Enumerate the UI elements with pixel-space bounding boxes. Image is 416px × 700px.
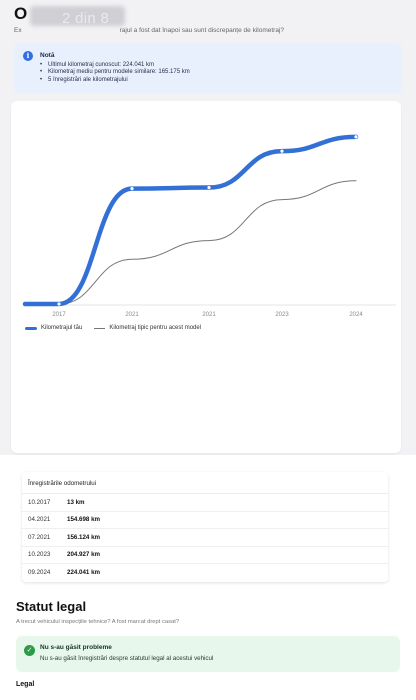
- table-row: 07.2021 156.124 km: [22, 529, 388, 547]
- series-line-typical-mileage: [24, 180, 357, 305]
- note-item: Kilometraj mediu pentru modele similare:…: [40, 69, 190, 76]
- legal-status-title: Nu s-au găsit probleme: [40, 644, 112, 651]
- mileage-chart-card: 2017 2021 2021 2023 2024 Kilometrajul tău Ki…: [11, 101, 401, 453]
- check-icon: ✓: [24, 645, 35, 656]
- x-tick-label: 2017: [52, 312, 66, 318]
- table-row: 04.2021 154.698 km: [22, 512, 388, 529]
- note-title: Notă: [40, 52, 55, 59]
- row-date: 10.2017: [28, 498, 51, 506]
- table-row: 10.2017 13 km: [22, 494, 388, 512]
- legal-status-subtitle: A trecut vehiculul inspecțiile tehnice? …: [16, 619, 180, 625]
- odometer-table-title: Înregistrările odometrului: [22, 472, 388, 494]
- data-point: [280, 149, 284, 153]
- x-tick-label: 2023: [275, 312, 289, 318]
- note-box: i Notă Ultimul kilometraj cunoscut: 224.…: [14, 43, 402, 93]
- row-km: 156.124 km: [67, 533, 101, 541]
- page-indicator: 2 din 8: [62, 10, 110, 27]
- mileage-chart: 2017 2021 2021 2023 2024: [22, 134, 396, 318]
- odometer-and-legal-section: Înregistrările odometrului 10.2017 13 km…: [0, 462, 416, 700]
- legend-label-your-mileage: Kilometrajul tău: [41, 325, 83, 331]
- legal-status-ok-box: ✓ Nu s-au găsit probleme Nu s-au găsit î…: [16, 636, 400, 672]
- info-icon: i: [23, 51, 33, 61]
- row-km: 154.698 km: [67, 516, 101, 524]
- x-tick-label: 2021: [125, 312, 139, 318]
- data-point: [57, 302, 61, 306]
- mileage-section: O 2 din 8 Ex rajul a fost dat înapoi sau …: [0, 0, 416, 455]
- data-point: [207, 185, 211, 190]
- data-point: [354, 135, 358, 139]
- data-point: [130, 187, 134, 191]
- section-subtitle: Ex rajul a fost dat înapoi sau sunt discr…: [14, 27, 284, 34]
- row-date: 10.2023: [28, 551, 51, 559]
- note-list: Ultimul kilometraj cunoscut: 224.041 km …: [40, 62, 190, 84]
- row-date: 04.2021: [28, 516, 51, 524]
- row-date: 07.2021: [28, 533, 51, 541]
- note-item: 5 înregistrări ale kilometrajului: [40, 77, 190, 84]
- row-km: 204.927 km: [67, 551, 101, 559]
- redacted-title-blur: [30, 6, 125, 26]
- row-date: 09.2024: [28, 569, 51, 577]
- legend-swatch-your-mileage: [25, 326, 37, 330]
- legend-label-typical-mileage: Kilometraj tipic pentru acest model: [109, 325, 202, 331]
- page-title: O: [14, 4, 28, 23]
- legal-status-text: Nu s-au găsit înregistrări despre statut…: [40, 655, 214, 662]
- note-item: Ultimul kilometraj cunoscut: 224.041 km: [40, 62, 190, 69]
- odometer-table: Înregistrările odometrului 10.2017 13 km…: [22, 472, 388, 582]
- chart-legend: Kilometrajul tău Kilometraj tipic pentru…: [25, 325, 201, 331]
- table-row: 10.2023 204.927 km: [22, 547, 388, 564]
- x-tick-label: 2024: [349, 312, 363, 318]
- row-km: 224.041 km: [67, 569, 101, 577]
- series-line-your-mileage: [22, 134, 359, 307]
- legal-subheading: Legal: [16, 681, 35, 688]
- legal-status-heading: Statut legal: [16, 599, 87, 614]
- table-row: 09.2024 224.041 km: [22, 564, 388, 582]
- legend-swatch-typical-mileage: [94, 327, 106, 329]
- x-tick-label: 2021: [202, 312, 216, 318]
- row-km: 13 km: [67, 498, 85, 506]
